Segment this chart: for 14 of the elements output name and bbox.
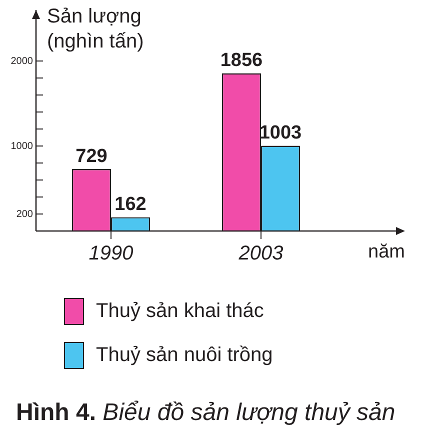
data-label: 162 — [114, 194, 146, 215]
data-label: 1003 — [259, 122, 302, 144]
legend-label: Thuỷ sản khai thác — [96, 300, 264, 323]
x-tick-label: 2003 — [238, 242, 284, 265]
data-label: 1856 — [220, 50, 263, 71]
data-label: 729 — [76, 146, 108, 167]
text: Hình 4. Biểu đồ sản lượng thuỷ sản — [16, 399, 396, 426]
legend-label: Thuỷ sản nuôi trồng — [96, 344, 273, 367]
y-tick-label: 2000 — [10, 56, 34, 67]
y-tick-label: 1000 — [10, 140, 34, 152]
y-tick-label: 200 — [16, 208, 34, 220]
x-tick-label: 1990 — [88, 242, 134, 265]
x-axis-title: năm — [368, 242, 405, 263]
y-axis-title: Sản lượng (nghìn tấn) — [47, 6, 144, 53]
